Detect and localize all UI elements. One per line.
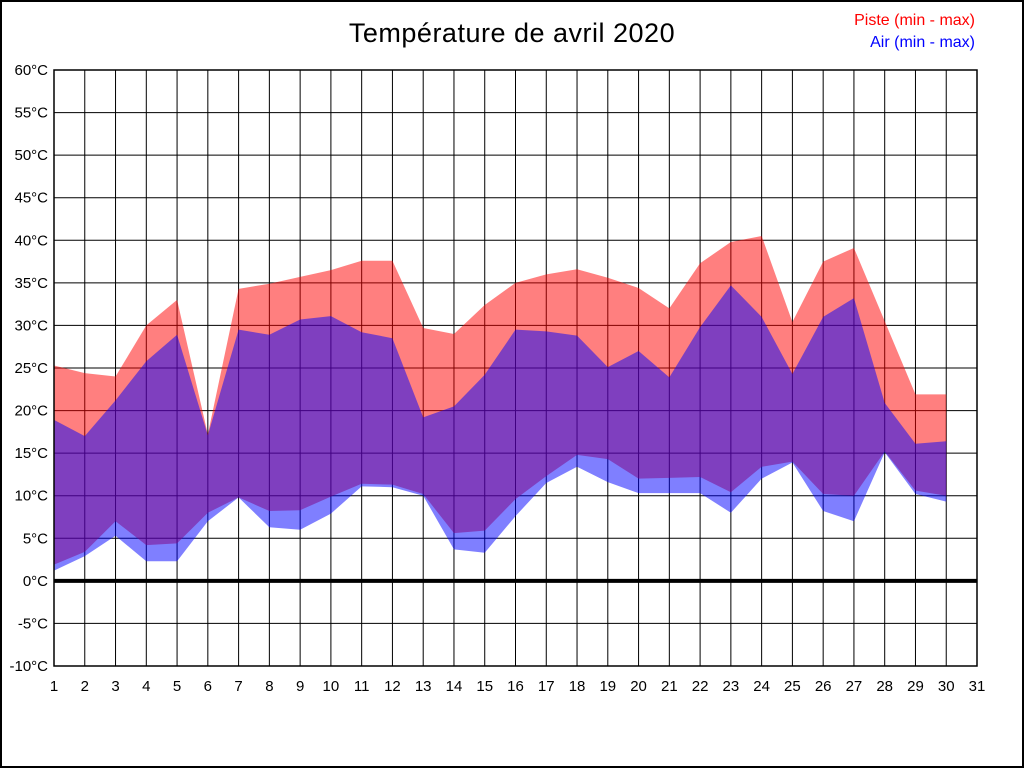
svg-text:23: 23	[723, 678, 740, 695]
svg-text:14: 14	[446, 678, 463, 695]
svg-text:4: 4	[142, 678, 150, 695]
svg-text:26: 26	[815, 678, 832, 695]
svg-text:17: 17	[538, 678, 555, 695]
svg-text:11: 11	[354, 678, 370, 695]
svg-text:12: 12	[384, 678, 401, 695]
svg-text:28: 28	[876, 678, 893, 695]
svg-text:29: 29	[907, 678, 924, 695]
svg-text:55°C: 55°C	[14, 105, 48, 122]
svg-text:24: 24	[753, 678, 770, 695]
svg-text:1: 1	[50, 678, 58, 695]
svg-text:30: 30	[938, 678, 955, 695]
svg-text:5: 5	[173, 678, 181, 695]
y-tick-labels: 60°C 55°C 50°C 45°C 40°C 35°C 30°C 25°C 20°C 15°C…	[9, 62, 48, 675]
svg-text:60°C: 60°C	[14, 62, 48, 79]
svg-text:31: 31	[969, 678, 986, 695]
svg-text:5°C: 5°C	[23, 530, 48, 547]
svg-text:25°C: 25°C	[14, 360, 48, 377]
svg-text:10: 10	[323, 678, 340, 695]
svg-text:3: 3	[111, 678, 119, 695]
x-tick-labels: 1 2 3 4 5 6 7 8 9 10 11 12 13 14 15 16 17 18 19 20 21 22 23 24 2…	[50, 678, 986, 695]
chart-title: Température de avril 2020	[348, 18, 676, 48]
svg-text:7: 7	[234, 678, 242, 695]
svg-text:9: 9	[296, 678, 304, 695]
svg-text:13: 13	[415, 678, 432, 695]
svg-text:2: 2	[81, 678, 89, 695]
legend: Piste (min - max) Air (min - max)	[854, 10, 975, 54]
svg-text:21: 21	[661, 678, 678, 695]
air-band-area	[54, 285, 947, 571]
svg-text:35°C: 35°C	[14, 275, 48, 292]
svg-text:40°C: 40°C	[14, 232, 48, 249]
svg-text:15: 15	[476, 678, 493, 695]
svg-text:25: 25	[784, 678, 801, 695]
svg-text:-5°C: -5°C	[18, 615, 48, 632]
svg-text:-10°C: -10°C	[9, 658, 48, 675]
svg-text:16: 16	[507, 678, 524, 695]
svg-text:18: 18	[569, 678, 586, 695]
svg-text:20: 20	[630, 678, 647, 695]
svg-text:15°C: 15°C	[14, 445, 48, 462]
svg-text:10°C: 10°C	[14, 488, 48, 505]
svg-text:20°C: 20°C	[14, 403, 48, 420]
svg-text:0°C: 0°C	[23, 573, 48, 590]
legend-item-air: Air (min - max)	[870, 34, 975, 51]
svg-text:8: 8	[265, 678, 273, 695]
svg-text:19: 19	[599, 678, 616, 695]
plot-border	[53, 69, 978, 667]
legend-item-piste: Piste (min - max)	[854, 12, 975, 29]
svg-text:27: 27	[846, 678, 863, 695]
svg-text:45°C: 45°C	[14, 190, 48, 207]
svg-text:50°C: 50°C	[14, 147, 48, 164]
svg-text:22: 22	[692, 678, 709, 695]
svg-text:6: 6	[204, 678, 212, 695]
svg-text:30°C: 30°C	[14, 317, 48, 334]
